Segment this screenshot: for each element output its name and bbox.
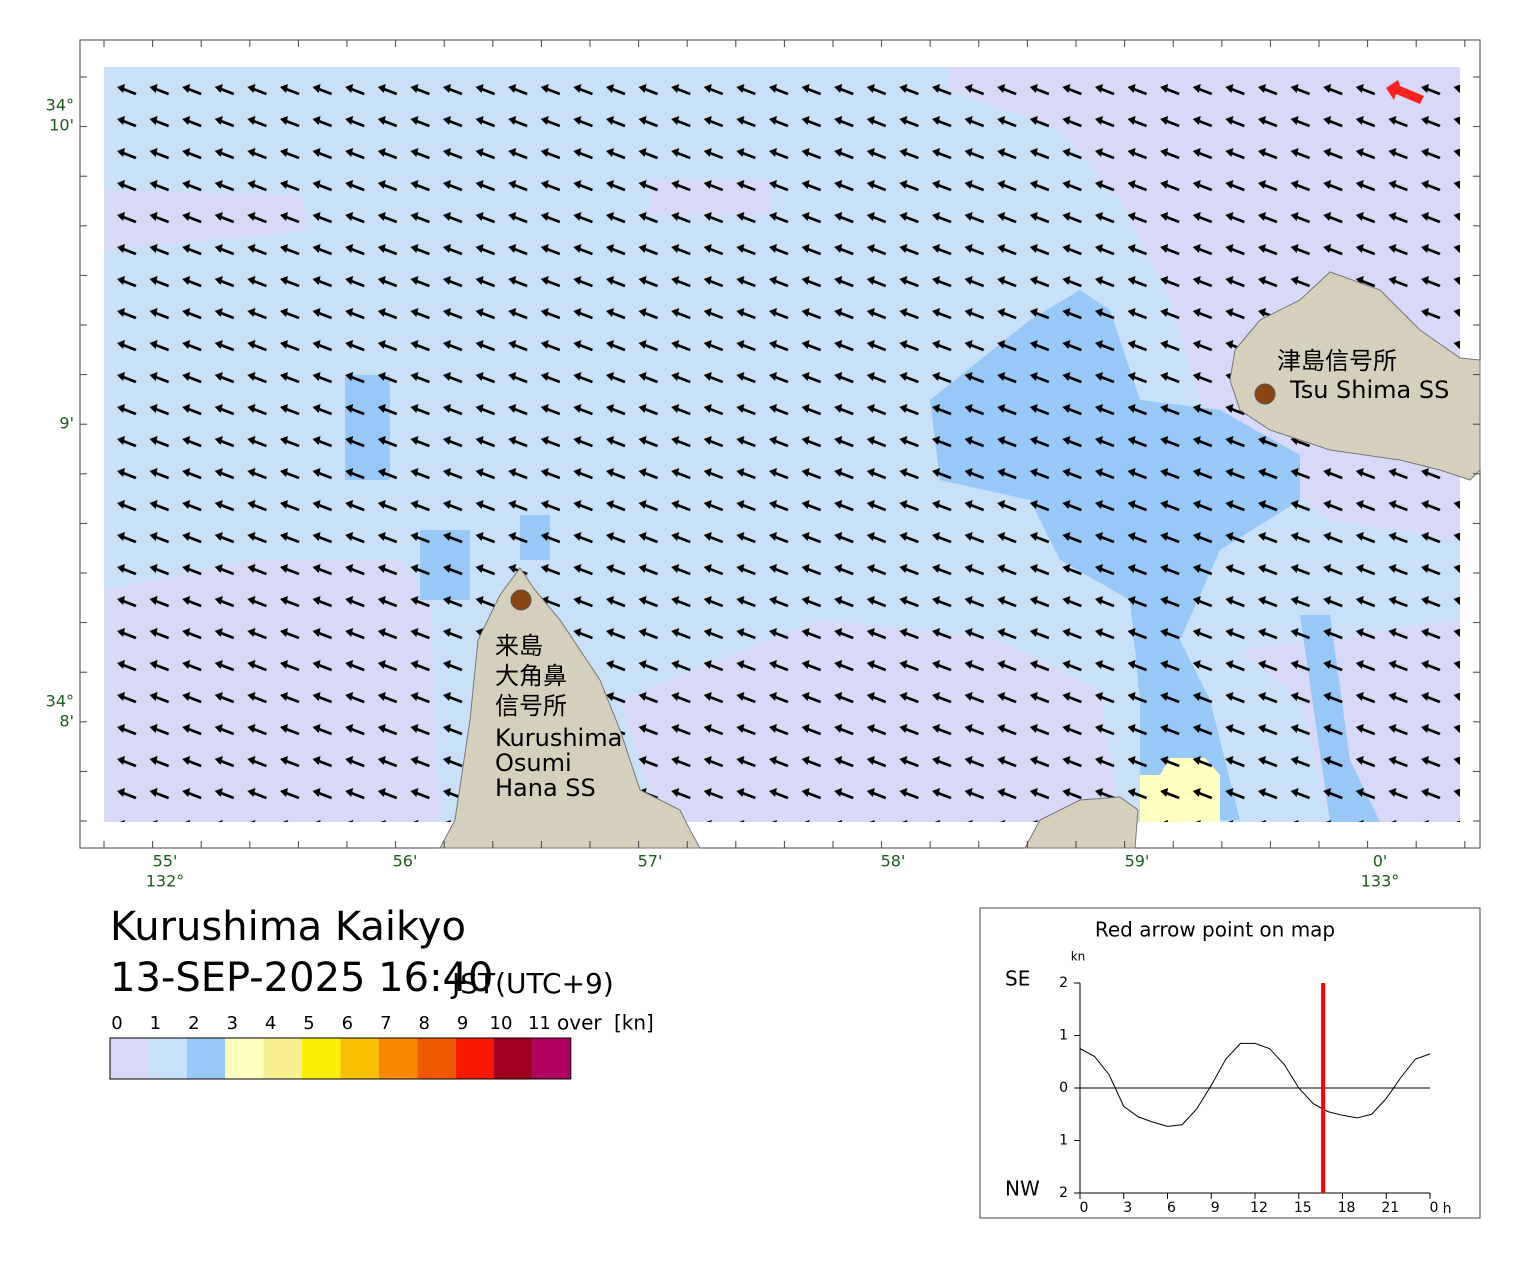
legend-label: 5	[303, 1013, 314, 1034]
inset-title: Red arrow point on map	[1095, 918, 1335, 942]
legend-swatch	[417, 1038, 456, 1079]
lon-label: 132°	[146, 872, 185, 891]
legend-swatch	[378, 1038, 418, 1079]
place-label: 来島	[495, 632, 543, 660]
legend-swatch	[532, 1038, 571, 1079]
place-label: Hana SS	[495, 774, 596, 802]
x-tick-label: 0	[1080, 1200, 1089, 1216]
y-tick-label: 1	[1059, 1028, 1068, 1044]
y-top-label: SE	[1005, 967, 1030, 991]
title: Kurushima Kaikyo	[110, 904, 466, 950]
legend-swatch	[494, 1038, 533, 1079]
legend-swatch	[225, 1038, 264, 1079]
x-tick-label: 18	[1338, 1200, 1356, 1216]
legend-swatch	[340, 1038, 379, 1079]
place-label: 大角鼻	[495, 662, 567, 690]
legend-swatch	[186, 1038, 226, 1079]
y-tick-label: 2	[1059, 1185, 1068, 1201]
x-tick-label: 9	[1211, 1200, 1220, 1216]
place-label: Osumi	[495, 749, 572, 777]
legend-swatch	[110, 1038, 149, 1079]
place-label: Kurushima	[495, 724, 622, 752]
y-tick-label: 2	[1059, 975, 1068, 991]
legend-label: 8	[418, 1013, 429, 1034]
y-tick-label: 1	[1059, 1133, 1068, 1149]
legend-label: 1	[150, 1013, 161, 1034]
lon-label: 59'	[1125, 852, 1150, 871]
legend-swatch	[148, 1038, 187, 1079]
station-dot	[510, 589, 532, 611]
lon-label: 58'	[881, 852, 906, 871]
y-bottom-label: NW	[1005, 1177, 1040, 1201]
station-dot	[1254, 383, 1276, 405]
x-tick-label: 21	[1381, 1200, 1399, 1216]
x-tick-label: 6	[1167, 1200, 1176, 1216]
current-arrows	[104, 67, 1460, 822]
x-tick-label: 12	[1250, 1200, 1268, 1216]
legend-swatch	[263, 1038, 302, 1079]
legend-label: 11	[528, 1013, 551, 1034]
lat-label: 8'	[59, 712, 74, 731]
legend-label: 7	[380, 1013, 391, 1034]
x-tick-label: 3	[1123, 1200, 1132, 1216]
x-unit: h	[1443, 1201, 1452, 1217]
lon-label: 133°	[1361, 872, 1400, 891]
legend-label: 3	[226, 1013, 237, 1034]
red-arrow	[1386, 80, 1424, 104]
legend: 0 1 2 3 4 5 6 7 8 9 10 11 over [kn]	[109, 1011, 654, 1080]
place-label: 津島信号所	[1277, 347, 1397, 375]
lon-label: 56'	[393, 852, 418, 871]
y-unit: kn	[1071, 950, 1086, 964]
timezone: JST(UTC+9)	[450, 967, 614, 1000]
legend-label: 4	[265, 1013, 276, 1034]
place-label: 信号所	[495, 692, 567, 720]
lon-label: 57'	[638, 852, 663, 871]
legend-label: 9	[457, 1013, 468, 1034]
legend-label: 6	[342, 1013, 353, 1034]
legend-border	[109, 1037, 572, 1080]
legend-swatch	[455, 1038, 494, 1079]
datetime: 13-SEP-2025 16:40	[110, 955, 493, 1001]
legend-label: 2	[188, 1013, 199, 1034]
lat-label: 34°	[46, 96, 74, 115]
lon-label: 55'	[153, 852, 178, 871]
legend-label: 0	[111, 1013, 122, 1034]
legend-label: 10	[490, 1013, 513, 1034]
lat-label: 34°	[46, 692, 74, 711]
x-tick-label: 0	[1430, 1200, 1439, 1216]
y-tick-label: 0	[1059, 1080, 1068, 1096]
legend-over: over	[557, 1011, 602, 1035]
lat-label: 9'	[59, 414, 74, 433]
land	[439, 271, 1481, 849]
x-tick-label: 15	[1294, 1200, 1312, 1216]
inset-frame	[979, 907, 1481, 1219]
current-curve	[1079, 1042, 1431, 1127]
lon-label: 0'	[1373, 852, 1388, 871]
legend-swatch	[302, 1038, 341, 1079]
map: 来島 大角鼻 信号所 Kurushima Osumi Hana SS 津島信号所…	[46, 39, 1481, 891]
legend-unit: [kn]	[614, 1011, 654, 1035]
lat-label: 10'	[49, 116, 74, 135]
place-label: Tsu Shima SS	[1289, 376, 1449, 404]
